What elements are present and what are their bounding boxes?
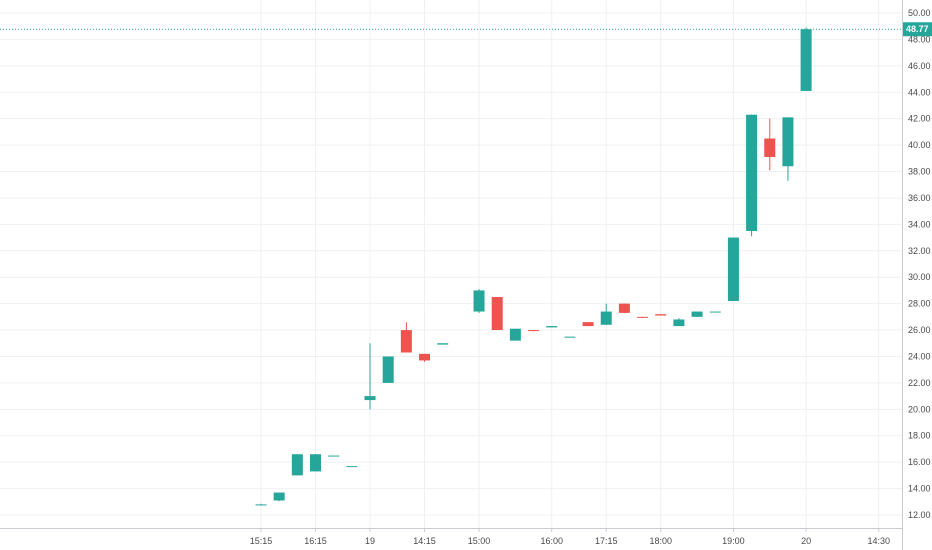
candle-up <box>382 356 394 383</box>
candle-body <box>637 316 649 318</box>
candle-down <box>491 297 503 331</box>
candle-body <box>709 311 721 313</box>
x-tick-label: 18:00 <box>649 536 672 546</box>
candle-up <box>727 237 739 301</box>
last-price-label: 48.77 <box>903 22 932 37</box>
y-tick-label: 24.00 <box>908 351 931 361</box>
candle-body <box>310 454 322 472</box>
x-tick-label: 19 <box>365 536 375 546</box>
x-tick-label: 14:30 <box>868 536 891 546</box>
candle-up <box>600 303 612 325</box>
y-tick-label: 22.00 <box>908 378 931 388</box>
candle-body <box>582 322 594 327</box>
candle-down <box>528 330 540 332</box>
y-tick-label: 38.00 <box>908 167 931 177</box>
candle-down <box>419 353 431 362</box>
candle-up <box>709 311 721 313</box>
candle-up <box>291 454 303 476</box>
x-tick-label: 14:15 <box>413 536 436 546</box>
candle-body <box>764 138 776 157</box>
candle-body <box>273 492 285 501</box>
candle-body <box>255 504 267 506</box>
y-tick-label: 34.00 <box>908 219 931 229</box>
candle-body <box>437 343 449 345</box>
candle-up <box>746 114 758 237</box>
candle-body <box>600 311 612 325</box>
y-tick-label: 36.00 <box>908 193 931 203</box>
candle-up <box>437 343 449 345</box>
y-tick-label: 26.00 <box>908 325 931 335</box>
candle-up <box>346 466 358 468</box>
candle-body <box>382 356 394 383</box>
candle-down <box>618 303 630 313</box>
candle-up <box>273 492 285 502</box>
candle-body <box>473 290 485 312</box>
y-tick-label: 40.00 <box>908 140 931 150</box>
y-tick-label: 20.00 <box>908 404 931 414</box>
candle-body <box>727 237 739 301</box>
candle-up <box>564 336 576 338</box>
y-tick-label: 32.00 <box>908 246 931 256</box>
candle-down <box>655 314 667 316</box>
candle-body <box>782 117 794 167</box>
x-tick-label: 17:15 <box>595 536 618 546</box>
last-price-label-bg <box>903 22 932 37</box>
candle-down <box>637 316 649 319</box>
candle-body <box>528 330 540 332</box>
candle-body <box>800 29 812 91</box>
y-tick-label: 50.00 <box>908 8 931 18</box>
x-tick-label: 15:00 <box>468 536 491 546</box>
candle-up <box>255 503 267 506</box>
candle-up <box>800 27 812 91</box>
candle-up <box>310 454 322 472</box>
x-tick-label: 16:00 <box>540 536 563 546</box>
candle-up <box>691 311 703 317</box>
grid-layer <box>0 0 902 528</box>
candle-body <box>618 303 630 313</box>
x-tick-label: 20 <box>801 536 811 546</box>
candle-body <box>746 114 758 231</box>
candle-body <box>546 326 558 328</box>
y-tick-label: 12.00 <box>908 510 931 520</box>
candle-down <box>582 322 594 327</box>
y-tick-label: 18.00 <box>908 431 931 441</box>
last-price-label-text: 48.77 <box>906 24 929 34</box>
y-tick-label: 30.00 <box>908 272 931 282</box>
candle-body <box>364 396 376 401</box>
candle-up <box>364 343 376 410</box>
candle-body <box>400 330 412 353</box>
candle-up <box>328 455 340 457</box>
candle-up <box>509 328 521 341</box>
x-tick-label: 15:15 <box>250 536 273 546</box>
x-tick-label: 16:15 <box>304 536 327 546</box>
candle-body <box>346 466 358 468</box>
candle-body <box>491 297 503 331</box>
candle-up <box>546 326 558 328</box>
candle-body <box>419 353 431 361</box>
y-tick-label: 16.00 <box>908 457 931 467</box>
candle-down <box>400 322 412 353</box>
candle-body <box>291 454 303 476</box>
candle-body <box>655 314 667 316</box>
candle-layer <box>255 27 812 506</box>
x-tick-label: 19:00 <box>722 536 745 546</box>
candle-body <box>509 328 521 341</box>
y-tick-label: 46.00 <box>908 61 931 71</box>
candle-up <box>473 289 485 313</box>
candle-up <box>673 318 685 327</box>
candle-down <box>764 118 776 171</box>
candle-body <box>564 336 576 338</box>
y-tick-label: 44.00 <box>908 87 931 97</box>
candle-up <box>782 117 794 181</box>
y-tick-label: 14.00 <box>908 484 931 494</box>
y-tick-label: 48.00 <box>908 34 931 44</box>
candle-body <box>673 319 685 327</box>
candle-body <box>691 311 703 317</box>
y-tick-label: 28.00 <box>908 299 931 309</box>
candle-body <box>328 455 340 457</box>
y-tick-label: 42.00 <box>908 114 931 124</box>
